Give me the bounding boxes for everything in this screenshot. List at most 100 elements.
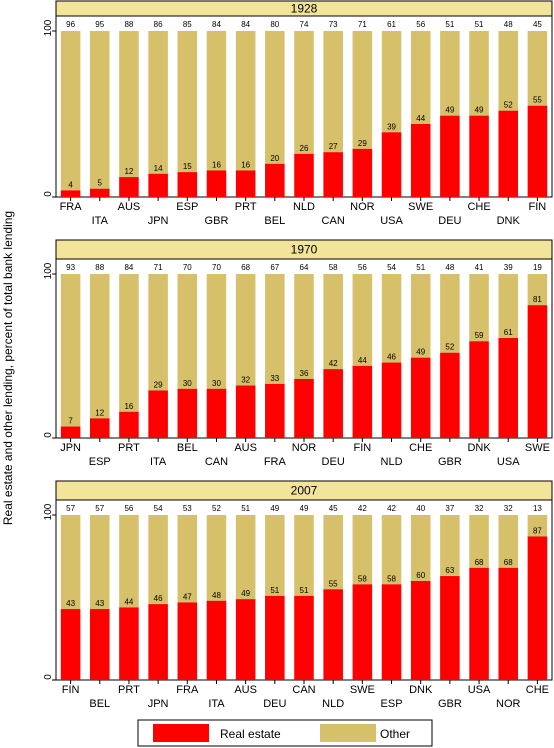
- bar-real-estate: [323, 589, 343, 680]
- data-label-real-estate: 30: [183, 379, 192, 388]
- bar-real-estate: [323, 369, 343, 438]
- legend-swatch: [153, 724, 209, 742]
- bar-other: [60, 274, 81, 427]
- category-label: FRA: [60, 201, 83, 213]
- data-label-other: 70: [183, 263, 192, 272]
- data-label-real-estate: 46: [387, 353, 396, 362]
- bar-other: [352, 31, 373, 149]
- bar-other: [148, 274, 168, 391]
- data-label-real-estate: 58: [358, 574, 367, 583]
- bar-real-estate: [410, 581, 431, 680]
- data-label-real-estate: 58: [387, 574, 396, 583]
- data-label-real-estate: 68: [475, 558, 484, 567]
- data-label-other: 40: [416, 504, 425, 513]
- bar-other: [89, 31, 110, 189]
- bar-other: [89, 274, 110, 419]
- bar-real-estate: [148, 390, 168, 438]
- bar-other: [469, 515, 489, 568]
- bar-other: [469, 274, 489, 342]
- bar-real-estate: [498, 567, 519, 680]
- data-label-other: 70: [212, 263, 221, 272]
- bar-other: [177, 274, 198, 389]
- category-label: DNK: [467, 442, 491, 454]
- category-label: ITA: [150, 456, 167, 468]
- bar-other: [294, 515, 314, 596]
- y-tick-label: 0: [43, 432, 54, 438]
- bar-real-estate: [265, 595, 285, 680]
- data-label-real-estate: 81: [533, 295, 542, 304]
- data-label-other: 37: [445, 504, 454, 513]
- bar-real-estate: [60, 426, 81, 438]
- data-label-other: 39: [504, 263, 513, 272]
- data-label-real-estate: 27: [329, 142, 338, 151]
- bar-other: [323, 515, 343, 590]
- bar-real-estate: [381, 584, 402, 680]
- bar-other: [119, 31, 139, 178]
- bar-real-estate: [410, 123, 431, 197]
- bar-other: [235, 31, 256, 171]
- data-label-real-estate: 49: [445, 106, 454, 115]
- bar-other: [119, 515, 139, 608]
- category-label: NLD: [293, 201, 315, 213]
- category-label: DEU: [322, 456, 345, 468]
- category-label: CHE: [467, 201, 490, 213]
- data-label-other: 32: [504, 504, 513, 513]
- category-label: FIN: [529, 201, 547, 213]
- data-label-other: 61: [387, 20, 396, 29]
- bar-real-estate: [89, 609, 110, 680]
- category-label: BEL: [264, 215, 285, 227]
- bar-real-estate: [469, 341, 489, 438]
- data-label-real-estate: 49: [475, 106, 484, 115]
- data-label-other: 52: [212, 504, 221, 513]
- data-label-other: 71: [154, 263, 163, 272]
- bar-other: [206, 31, 227, 171]
- data-label-real-estate: 43: [66, 599, 75, 608]
- category-label: ESP: [381, 698, 403, 710]
- data-label-real-estate: 14: [154, 164, 163, 173]
- category-label: SWE: [525, 442, 550, 454]
- legend-swatch: [320, 724, 376, 742]
- category-label: ESP: [89, 456, 111, 468]
- category-label: PRT: [235, 201, 257, 213]
- data-label-real-estate: 39: [387, 122, 396, 131]
- bar-real-estate: [352, 365, 373, 438]
- data-label-real-estate: 4: [68, 180, 73, 189]
- bar-real-estate: [206, 388, 227, 438]
- data-label-real-estate: 7: [68, 417, 73, 426]
- bar-other: [323, 31, 343, 153]
- data-label-other: 80: [270, 20, 279, 29]
- bar-real-estate: [60, 609, 81, 680]
- bar-real-estate: [498, 110, 519, 197]
- bar-real-estate: [381, 132, 402, 197]
- y-axis-label: Real estate and other lending, percent o…: [1, 211, 15, 525]
- category-label: NOR: [350, 201, 375, 213]
- data-label-real-estate: 59: [475, 331, 484, 340]
- bar-real-estate: [89, 188, 110, 197]
- category-label: DEU: [263, 698, 286, 710]
- bar-real-estate: [148, 604, 168, 680]
- category-label: ITA: [208, 698, 225, 710]
- data-label-other: 73: [329, 20, 338, 29]
- category-label: PRT: [118, 442, 140, 454]
- data-label-real-estate: 32: [241, 376, 250, 385]
- data-label-real-estate: 63: [445, 566, 454, 575]
- data-label-other: 51: [445, 20, 454, 29]
- category-label: USA: [468, 684, 491, 696]
- data-label-other: 64: [300, 263, 309, 272]
- category-label: GBR: [205, 215, 229, 227]
- data-label-other: 67: [270, 263, 279, 272]
- bar-real-estate: [206, 170, 227, 197]
- bar-real-estate: [89, 418, 110, 438]
- bar-real-estate: [498, 337, 519, 438]
- y-tick-label: 100: [43, 262, 54, 279]
- bar-other: [498, 274, 519, 338]
- data-label-other: 96: [66, 20, 75, 29]
- bar-other: [352, 274, 373, 366]
- data-label-real-estate: 60: [416, 571, 425, 580]
- data-label-real-estate: 36: [300, 369, 309, 378]
- panel-title: 1928: [291, 2, 318, 16]
- data-label-other: 48: [504, 20, 513, 29]
- bar-other: [235, 515, 256, 600]
- category-label: CAN: [205, 456, 228, 468]
